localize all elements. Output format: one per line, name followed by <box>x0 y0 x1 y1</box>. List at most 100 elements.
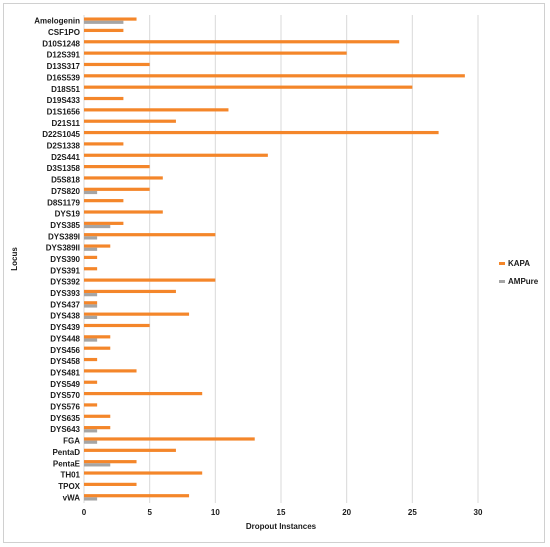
bar-kapa <box>84 142 124 146</box>
x-tick-label: 30 <box>474 508 483 517</box>
bar-kapa <box>84 267 98 271</box>
y-axis-title: Locus <box>10 247 19 271</box>
bar-kapa <box>84 244 111 248</box>
bar-kapa <box>84 460 137 464</box>
bar-kapa <box>84 312 190 316</box>
bar-ampure <box>84 440 98 444</box>
bar-kapa <box>84 426 111 430</box>
category-label: D19S433 <box>47 96 81 105</box>
category-label: DYS456 <box>50 346 80 355</box>
bar-ampure <box>84 293 98 297</box>
bar-ampure <box>84 20 124 24</box>
bar-kapa <box>84 323 150 328</box>
category-label: DYS635 <box>50 414 80 423</box>
bar-kapa <box>84 153 268 157</box>
gridlines <box>83 15 479 503</box>
category-label: D3S1358 <box>47 164 81 173</box>
bar-ampure <box>84 236 98 240</box>
bar-ampure <box>84 429 98 433</box>
bar-kapa <box>84 96 124 101</box>
bar-kapa <box>84 278 216 282</box>
bar-kapa <box>84 369 137 373</box>
bar-kapa <box>84 108 229 112</box>
category-label: D2S441 <box>51 153 80 162</box>
bar-kapa <box>84 165 150 169</box>
bar-kapa <box>84 74 465 78</box>
category-label: DYS393 <box>50 289 80 298</box>
category-label: DYS549 <box>50 380 80 389</box>
category-label: DYS389I <box>48 232 80 241</box>
x-tick-label: 0 <box>82 508 87 517</box>
category-label: vWA <box>63 493 81 502</box>
category-label: D1S1656 <box>47 107 81 116</box>
category-label: DYS643 <box>50 425 80 434</box>
category-label: DYS437 <box>50 300 80 309</box>
bar-kapa <box>84 391 203 396</box>
category-label: TPOX <box>58 482 80 491</box>
bar-kapa <box>84 176 163 180</box>
category-label: D10S1248 <box>42 39 80 48</box>
category-label: DYS391 <box>50 266 80 275</box>
category-label: DYS392 <box>50 278 80 287</box>
category-label: DYS570 <box>50 391 80 400</box>
category-label: DYS438 <box>50 312 80 321</box>
category-label: DYS19 <box>55 210 81 219</box>
bar-kapa <box>84 187 150 191</box>
category-label: PentaE <box>53 459 81 468</box>
bar-kapa <box>84 28 124 33</box>
bar-kapa <box>84 403 98 407</box>
x-tick-label: 5 <box>147 508 152 517</box>
bar-ampure <box>84 463 111 467</box>
bar-kapa <box>84 346 111 350</box>
legend-swatch-ampure <box>499 280 505 283</box>
bar-kapa <box>84 380 98 384</box>
category-label: D5S818 <box>51 176 80 185</box>
category-label: CSF1PO <box>48 28 80 37</box>
legend: KAPA AMPure <box>499 259 539 286</box>
chart-frame: Amelogenin CSF1PO D10S1248 D12S391 D13S317 D1… <box>3 3 545 543</box>
bar-kapa <box>84 448 176 452</box>
bar-kapa <box>84 335 111 339</box>
x-axis-title: Dropout Instances <box>246 522 317 531</box>
bar-kapa <box>84 199 124 203</box>
category-label: DYS458 <box>50 357 80 366</box>
category-label: DYS448 <box>50 334 80 343</box>
category-label: Amelogenin <box>34 17 80 26</box>
bar-ampure <box>84 190 98 195</box>
bar-kapa <box>84 62 150 67</box>
bar-kapa <box>84 414 111 418</box>
bar-kapa <box>84 233 216 237</box>
bar-ampure <box>84 338 98 342</box>
bar-ampure <box>84 304 98 308</box>
category-label: DYS389II <box>46 244 80 253</box>
category-label: D12S391 <box>47 51 81 60</box>
bar-kapa <box>84 210 163 214</box>
category-labels: Amelogenin CSF1PO D10S1248 D12S391 D13S317 D1… <box>34 17 80 503</box>
category-label: D16S539 <box>47 73 81 82</box>
bar-kapa <box>84 119 176 123</box>
category-label: PentaD <box>52 448 80 457</box>
category-label: TH01 <box>60 471 80 480</box>
legend-swatch-kapa <box>499 262 505 265</box>
bar-kapa <box>84 85 413 89</box>
bar-kapa <box>84 471 203 475</box>
category-label: D13S317 <box>47 62 81 71</box>
bar-kapa <box>84 289 176 294</box>
bar-kapa <box>84 357 98 362</box>
bar-ampure <box>84 247 98 251</box>
bar-ampure <box>84 497 98 501</box>
bars <box>84 17 465 501</box>
bar-kapa <box>84 221 124 225</box>
bar-kapa <box>84 51 347 55</box>
category-label: D7S820 <box>51 187 80 196</box>
bar-kapa <box>84 255 98 259</box>
bar-kapa <box>84 40 400 44</box>
bar-kapa <box>84 482 137 486</box>
category-label: FGA <box>63 437 80 446</box>
category-label: DYS390 <box>50 255 80 264</box>
bar-ampure <box>84 315 98 319</box>
bar-ampure <box>84 224 111 229</box>
bar-chart: Amelogenin CSF1PO D10S1248 D12S391 D13S317 D1… <box>10 15 539 531</box>
x-tick-label: 15 <box>277 508 286 517</box>
x-tick-label: 25 <box>408 508 417 517</box>
